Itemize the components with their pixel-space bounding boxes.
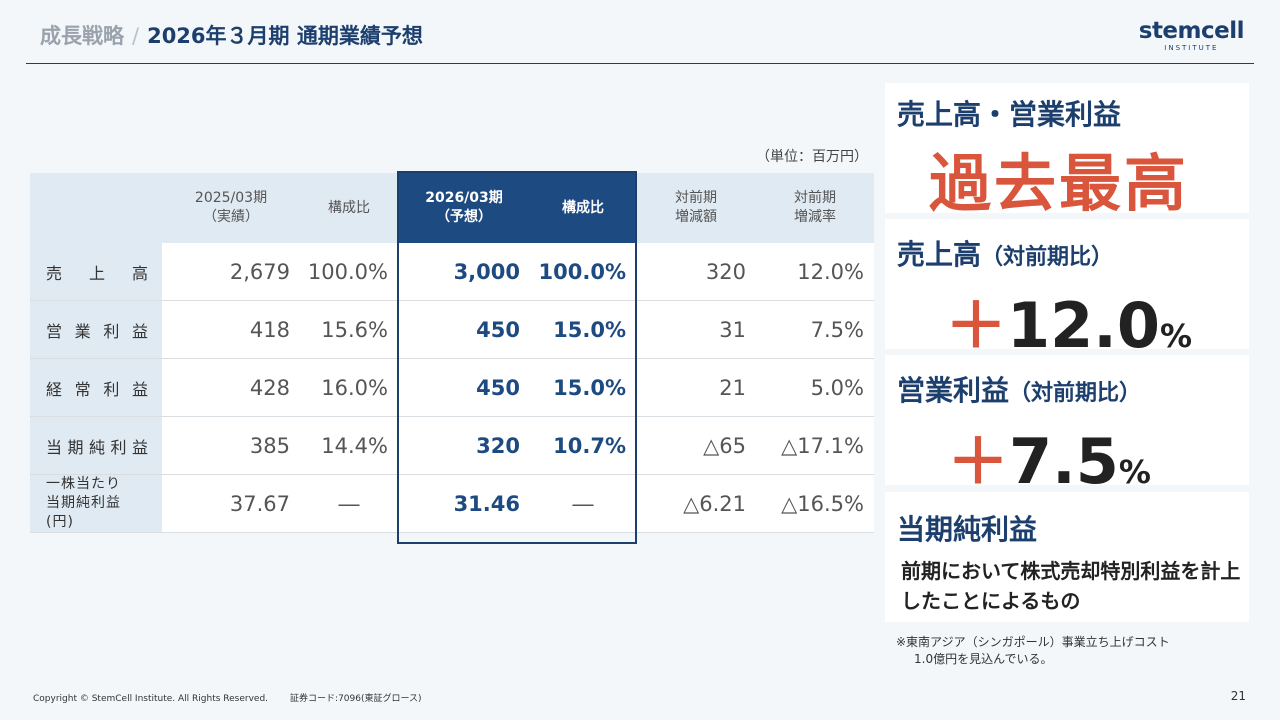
- header-ratio-2026: 構成比: [530, 173, 636, 243]
- header-divider: [26, 63, 1254, 64]
- net-income-heading: 当期純利益: [897, 513, 1038, 546]
- yoy-rate-value: 12.0%: [756, 243, 874, 301]
- row-label: 一株当たり 当期純利益(円): [30, 474, 162, 533]
- ratio-2026-value: 10.7%: [530, 416, 636, 475]
- table-row: 当期純利益 385 14.4% 320 10.7% △65 △17.1%: [30, 416, 874, 475]
- securities-code: 証券コード:7096(東証グロース): [290, 694, 422, 704]
- ratio-2026-value: 100.0%: [530, 243, 636, 301]
- yoy-amount-value: △65: [636, 416, 756, 475]
- header-yoy-rate: 対前期 増減率: [756, 173, 874, 243]
- sales-growth-figure: ＋12.0%: [945, 289, 1193, 362]
- fy2026-value: 450: [398, 358, 530, 417]
- fy2025-value: 37.67: [162, 474, 300, 533]
- record-heading: 売上高・営業利益: [897, 98, 1122, 131]
- row-label: 当期純利益: [30, 416, 162, 475]
- page-number: 21: [1230, 689, 1246, 703]
- yoy-rate-value: 5.0%: [756, 358, 874, 417]
- ratio-2025-value: 100.0%: [300, 243, 398, 301]
- op-profit-heading: 営業利益（対前期比）: [897, 374, 1142, 407]
- fy2025-value: 428: [162, 358, 300, 417]
- footer: Copyright © StemCell Institute. All Righ…: [33, 691, 422, 704]
- header-ratio-2025: 構成比: [300, 173, 398, 243]
- fy2025-value: 2,679: [162, 243, 300, 301]
- ratio-2026-value: 15.0%: [530, 300, 636, 359]
- logo-subtext: INSTITUTE: [1164, 44, 1219, 52]
- table-row: 営業利益 418 15.6% 450 15.0% 31 7.5%: [30, 300, 874, 359]
- table-row: 売上高 2,679 100.0% 3,000 100.0% 320 12.0%: [30, 243, 874, 301]
- row-label: 売上高: [30, 243, 162, 301]
- logo-wordmark: stemcell: [1138, 18, 1245, 44]
- record-high-text: 過去最高: [929, 147, 1190, 220]
- fy2026-value: 31.46: [398, 474, 530, 533]
- unit-note: （単位：百万円）: [756, 149, 868, 165]
- plus-icon: ＋: [947, 425, 1010, 498]
- copyright: Copyright © StemCell Institute. All Righ…: [33, 694, 269, 704]
- fy2025-value: 385: [162, 416, 300, 475]
- plus-icon: ＋: [945, 289, 1008, 362]
- footnote: ※東南アジア（シンガポール）事業立ち上げコスト 1.0億円を見込んでいる。: [896, 635, 1170, 666]
- sales-heading: 売上高（対前期比）: [897, 238, 1114, 271]
- net-income-note: 前期において株式売却特別利益を計上したことによるもの: [901, 559, 1241, 613]
- op-profit-growth-card: 営業利益（対前期比） ＋7.5%: [885, 355, 1249, 498]
- yoy-amount-value: △6.21: [636, 474, 756, 533]
- yoy-amount-value: 320: [636, 243, 756, 301]
- record-high-card: 売上高・営業利益 過去最高: [885, 83, 1249, 220]
- yoy-amount-value: 31: [636, 300, 756, 359]
- company-logo: stemcell INSTITUTE: [1138, 18, 1245, 52]
- yoy-amount-value: 21: [636, 358, 756, 417]
- page-title: 成長戦略 / 2026年３月期 通期業績予想: [40, 20, 423, 50]
- title-separator: /: [132, 24, 140, 48]
- section-label: 成長戦略: [40, 24, 124, 48]
- ratio-2025-value: 16.0%: [300, 358, 398, 417]
- ratio-2025-value: 15.6%: [300, 300, 398, 359]
- ratio-2026-value: ―: [530, 474, 636, 533]
- fy2026-value: 450: [398, 300, 530, 359]
- header-corner: [30, 173, 162, 243]
- ratio-2025-value: 14.4%: [300, 416, 398, 475]
- ratio-2025-value: ―: [300, 474, 398, 533]
- net-income-card: 当期純利益 前期において株式売却特別利益を計上したことによるもの: [885, 492, 1249, 622]
- table-row: 経常利益 428 16.0% 450 15.0% 21 5.0%: [30, 358, 874, 417]
- fy2025-value: 418: [162, 300, 300, 359]
- fy2026-value: 3,000: [398, 243, 530, 301]
- slide-header: 成長戦略 / 2026年３月期 通期業績予想 stemcell INSTITUTE: [0, 0, 1280, 64]
- header-fy2025: 2025/03期 （実績）: [162, 173, 300, 243]
- yoy-rate-value: △16.5%: [756, 474, 874, 533]
- row-label: 営業利益: [30, 300, 162, 359]
- slide-title: 2026年３月期 通期業績予想: [147, 24, 423, 48]
- yoy-rate-value: 7.5%: [756, 300, 874, 359]
- op-profit-growth-figure: ＋7.5%: [947, 425, 1151, 498]
- ratio-2026-value: 15.0%: [530, 358, 636, 417]
- yoy-rate-value: △17.1%: [756, 416, 874, 475]
- header-yoy-amount: 対前期 増減額: [636, 173, 756, 243]
- header-fy2026: 2026/03期 （予想）: [398, 173, 530, 243]
- sales-growth-card: 売上高（対前期比） ＋12.0%: [885, 219, 1249, 362]
- financial-forecast-table: 2025/03期 （実績） 構成比 2026/03期 （予想） 構成比 対前期 増減額…: [30, 173, 874, 533]
- row-label: 経常利益: [30, 358, 162, 417]
- fy2026-value: 320: [398, 416, 530, 475]
- table-row: 一株当たり 当期純利益(円) 37.67 ― 31.46 ― △6.21 △16.…: [30, 474, 874, 533]
- table-header-row: 2025/03期 （実績） 構成比 2026/03期 （予想） 構成比 対前期 増減額…: [30, 173, 874, 243]
